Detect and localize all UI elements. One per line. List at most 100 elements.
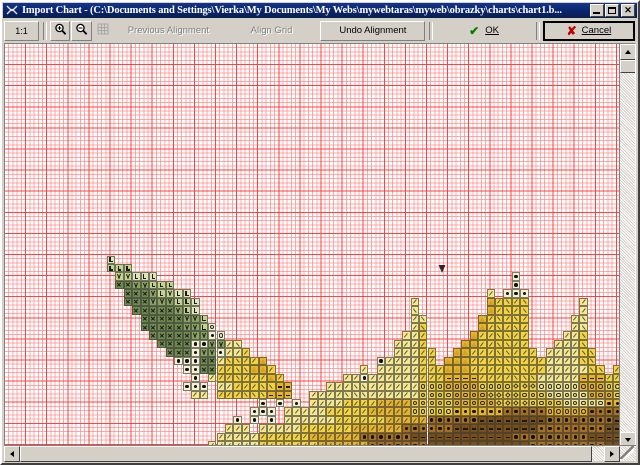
stitch-cell[interactable] [148,272,158,281]
stitch-cell[interactable] [503,289,512,298]
stitch-cell[interactable] [410,407,420,416]
stitch-cell[interactable] [106,263,116,273]
stitch-cell[interactable] [410,356,420,366]
stitch-cell[interactable] [596,382,605,391]
stitch-cell[interactable] [596,424,605,433]
stitch-cell[interactable] [258,432,268,442]
stitch-cell[interactable] [351,441,360,446]
stitch-cell[interactable] [368,407,377,416]
stitch-cell[interactable] [165,331,175,340]
stitch-cell[interactable] [419,348,428,357]
stitch-cell[interactable] [528,382,538,391]
stitch-cell[interactable] [241,441,251,446]
stitch-cell[interactable] [478,390,487,399]
stitch-cell[interactable] [486,382,496,391]
stitch-cell[interactable] [604,398,614,408]
stitch-cell[interactable] [452,398,462,408]
stitch-cell[interactable] [410,348,420,357]
stitch-cell[interactable] [393,382,403,391]
stitch-cell[interactable] [587,382,597,391]
stitch-cell[interactable] [132,280,141,290]
stitch-cell[interactable] [165,339,175,349]
stitch-cell[interactable] [596,390,605,399]
stitch-cell[interactable] [562,441,571,446]
stitch-cell[interactable] [478,373,487,383]
stitch-cell[interactable] [511,356,521,366]
stitch-cell[interactable] [410,373,420,383]
stitch-cell[interactable] [267,365,276,374]
stitch-cell[interactable] [419,382,428,391]
stitch-cell[interactable] [284,407,293,416]
stitch-cell[interactable] [258,441,268,446]
stitch-cell[interactable] [250,365,259,374]
stitch-cell[interactable] [562,365,571,374]
stitch-cell[interactable] [165,306,175,315]
stitch-cell[interactable] [435,365,445,374]
stitch-cell[interactable] [191,382,200,391]
stitch-cell[interactable] [503,297,512,307]
stitch-cell[interactable] [258,390,268,399]
stitch-cell[interactable] [503,323,512,332]
stitch-cell[interactable] [174,339,183,349]
stitch-cell[interactable] [511,314,521,324]
stitch-cell[interactable] [520,432,529,442]
stitch-cell[interactable] [165,314,175,324]
stitch-cell[interactable] [444,382,453,391]
stitch-cell[interactable] [537,382,546,391]
stitch-cell[interactable] [495,365,504,374]
stitch-cell[interactable] [132,297,141,307]
stitch-cell[interactable] [376,398,386,408]
stitch-cell[interactable] [132,272,141,281]
stitch-cell[interactable] [554,407,563,416]
stitch-cell[interactable] [469,382,479,391]
stitch-cell[interactable] [224,424,234,433]
stitch-cell[interactable] [258,356,268,366]
stitch-cell[interactable] [393,339,403,349]
stitch-cell[interactable] [452,415,462,425]
stitch-cell[interactable] [351,432,360,442]
stitch-cell[interactable] [419,415,428,425]
stitch-cell[interactable] [115,280,124,290]
stitch-cell[interactable] [427,398,436,408]
stitch-cell[interactable] [486,348,496,357]
stitch-cell[interactable] [554,356,563,366]
stitch-cell[interactable] [503,382,512,391]
stitch-cell[interactable] [208,339,217,349]
stitch-cell[interactable] [427,348,436,357]
stitch-cell[interactable] [410,382,420,391]
stitch-cell[interactable] [587,415,597,425]
stitch-cell[interactable] [309,398,318,408]
stitch-cell[interactable] [579,432,588,442]
stitch-cell[interactable] [511,280,521,290]
stitch-cell[interactable] [275,398,285,408]
stitch-cell[interactable] [165,323,175,332]
stitch-cell[interactable] [343,398,352,408]
stitch-cell[interactable] [604,415,614,425]
stitch-cell[interactable] [537,398,546,408]
stitch-cell[interactable] [427,373,436,383]
stitch-cell[interactable] [132,306,141,315]
stitch-cell[interactable] [233,432,242,442]
stitch-cell[interactable] [300,407,310,416]
stitch-cell[interactable] [528,390,538,399]
stitch-cell[interactable] [300,424,310,433]
stitch-cell[interactable] [326,382,335,391]
stitch-cell[interactable] [486,407,496,416]
stitch-cell[interactable] [182,365,192,374]
stitch-cell[interactable] [427,424,436,433]
stitch-cell[interactable] [444,415,453,425]
stitch-cell[interactable] [570,373,580,383]
stitch-cell[interactable] [224,356,234,366]
stitch-cell[interactable] [191,323,200,332]
stitch-cell[interactable] [596,415,605,425]
stitch-cell[interactable] [495,323,504,332]
stitch-cell[interactable] [368,373,377,383]
stitch-cell[interactable] [182,289,192,298]
stitch-cell[interactable] [410,339,420,349]
stitch-cell[interactable] [241,348,251,357]
stitch-cell[interactable] [148,280,158,290]
stitch-cell[interactable] [570,407,580,416]
stitch-cell[interactable] [410,323,420,332]
stitch-cell[interactable] [537,441,546,446]
stitch-cell[interactable] [444,432,453,442]
